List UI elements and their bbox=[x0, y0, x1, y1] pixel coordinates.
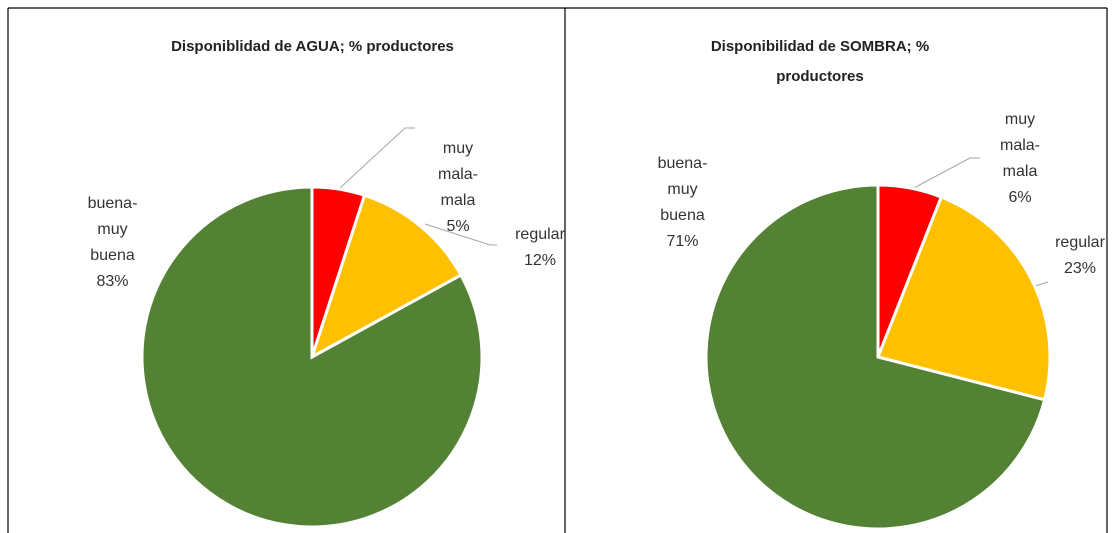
value-label: 23% bbox=[1063, 260, 1097, 277]
category-label: regular bbox=[515, 226, 565, 243]
slice-label: buena-muy buena 83% bbox=[75, 191, 150, 295]
pie-slice bbox=[309, 193, 464, 361]
category-label: buena-muy buena bbox=[87, 195, 138, 264]
slice-label: regular 23% bbox=[1045, 230, 1115, 282]
slice-label: muy mala-mala 6% bbox=[992, 107, 1048, 211]
value-label: 5% bbox=[446, 218, 470, 235]
category-label: buena-muy buena bbox=[657, 155, 708, 224]
value-label: 12% bbox=[523, 252, 557, 269]
slice-label: muy mala-mala 5% bbox=[430, 136, 486, 240]
value-label: 83% bbox=[96, 273, 129, 290]
slice-label: buena-muy buena 71% bbox=[645, 151, 720, 255]
category-label: muy mala-mala bbox=[437, 140, 478, 209]
frame bbox=[7, 7, 1108, 533]
slice-label: regular 12% bbox=[505, 222, 575, 274]
category-label: muy mala-mala bbox=[999, 111, 1040, 180]
leader-lines bbox=[339, 127, 1049, 288]
value-label: 6% bbox=[1008, 189, 1032, 206]
pie-slice bbox=[704, 183, 1047, 531]
value-label: 71% bbox=[666, 233, 699, 250]
category-label: regular bbox=[1055, 234, 1105, 251]
chart-title: Disponibilidad de SOMBRA; % productores bbox=[710, 38, 930, 85]
pie-slice bbox=[875, 195, 1052, 402]
pie-slice bbox=[140, 185, 484, 529]
chart-title: Disponiblidad de AGUA; % productores bbox=[171, 38, 454, 55]
